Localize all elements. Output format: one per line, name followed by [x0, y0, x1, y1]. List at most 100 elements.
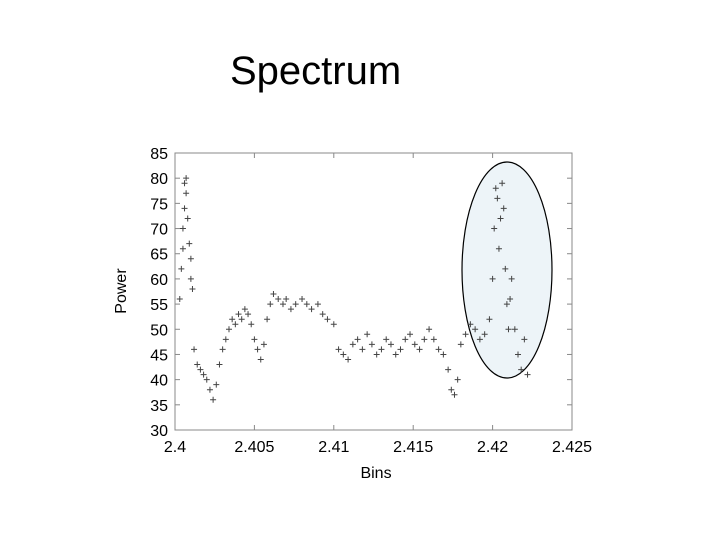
point [481, 331, 488, 338]
y-axis-label: Power [113, 268, 130, 314]
point [229, 316, 236, 323]
point [448, 386, 455, 393]
point [335, 346, 342, 353]
point [179, 245, 186, 252]
point [502, 265, 509, 272]
point [426, 326, 433, 333]
point [354, 336, 361, 343]
point [219, 346, 226, 353]
point [238, 316, 245, 323]
y-tick-label: 85 [150, 146, 168, 163]
point [507, 296, 514, 303]
point [397, 346, 404, 353]
slide-title: Spectrum [230, 49, 401, 93]
point [308, 306, 315, 313]
point [387, 341, 394, 348]
point [241, 306, 248, 313]
point [206, 386, 213, 393]
y-tick-label: 75 [150, 196, 168, 213]
point [499, 180, 506, 187]
point [521, 336, 528, 343]
point [299, 296, 306, 303]
point [213, 381, 220, 388]
point [472, 326, 479, 333]
point [194, 361, 201, 368]
point [267, 301, 274, 308]
point [383, 336, 390, 343]
point [457, 341, 464, 348]
point [232, 321, 239, 328]
highlight-ellipse [461, 161, 553, 379]
point [187, 275, 194, 282]
point [184, 215, 191, 222]
point [411, 341, 418, 348]
y-tick-label: 35 [150, 398, 168, 415]
point [500, 205, 507, 212]
point [186, 240, 193, 247]
point [359, 346, 366, 353]
point [183, 175, 190, 182]
point [197, 366, 204, 373]
point [225, 326, 232, 333]
y-tick-label: 40 [150, 373, 168, 390]
point [178, 265, 185, 272]
point [451, 391, 458, 398]
point [524, 371, 531, 378]
x-axis-label: Bins [360, 465, 391, 482]
point [275, 296, 282, 303]
point [349, 341, 356, 348]
x-tick-label: 2.4 [164, 439, 186, 456]
point [345, 356, 352, 363]
point [402, 336, 409, 343]
point [270, 291, 277, 298]
point [373, 351, 380, 358]
point [283, 296, 290, 303]
point [505, 326, 512, 333]
point [462, 331, 469, 338]
point [303, 301, 310, 308]
y-tick-label: 45 [150, 347, 168, 364]
point [183, 190, 190, 197]
point [435, 346, 442, 353]
point [257, 356, 264, 363]
y-tick-label: 80 [150, 171, 168, 188]
point [181, 180, 188, 187]
plot-frame [174, 152, 573, 431]
point [264, 316, 271, 323]
point [445, 366, 452, 373]
point [467, 321, 474, 328]
point [235, 311, 242, 318]
point [495, 245, 502, 252]
point [319, 311, 326, 318]
point [181, 205, 188, 212]
y-tick-label: 55 [150, 297, 168, 314]
point [508, 275, 515, 282]
point [407, 331, 414, 338]
y-tick-label: 50 [150, 322, 168, 339]
point [254, 346, 261, 353]
y-tick-label: 60 [150, 272, 168, 289]
point [491, 225, 498, 232]
point [378, 346, 385, 353]
point [330, 321, 337, 328]
point [440, 351, 447, 358]
point [216, 361, 223, 368]
point [494, 195, 501, 202]
point [314, 301, 321, 308]
point [454, 376, 461, 383]
point [368, 341, 375, 348]
point [287, 306, 294, 313]
point [200, 371, 207, 378]
point [176, 296, 183, 303]
point [515, 351, 522, 358]
point [292, 301, 299, 308]
x-tick-label: 2.415 [393, 439, 433, 456]
point [179, 225, 186, 232]
point [324, 316, 331, 323]
x-tick-label: 2.42 [477, 439, 508, 456]
point [222, 336, 229, 343]
y-tick-label: 65 [150, 247, 168, 264]
point [279, 301, 286, 308]
point [191, 346, 198, 353]
